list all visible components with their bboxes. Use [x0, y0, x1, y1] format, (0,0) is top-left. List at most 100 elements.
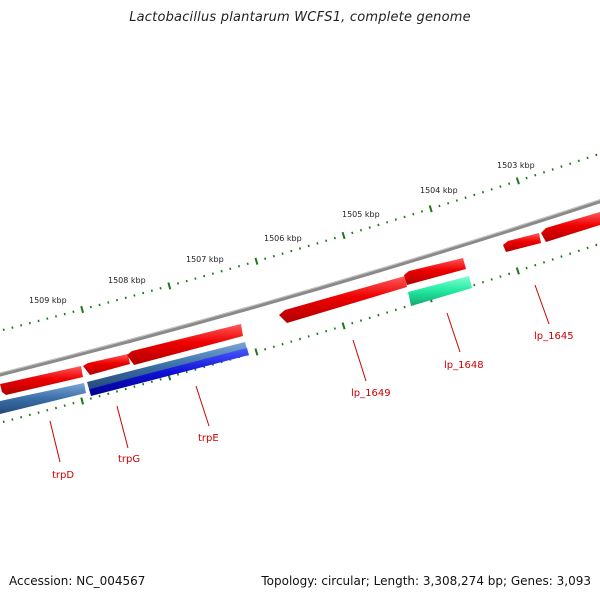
- scale-tick: [420, 210, 424, 213]
- scale-tick: [394, 308, 397, 312]
- gene-label-trpG: trpG: [118, 454, 140, 465]
- genome-backbone-highlight: [0, 199, 600, 374]
- gene-trpG-arrow[interactable]: [83, 354, 130, 375]
- scale-tick: [534, 263, 537, 267]
- gene-lp_1649-arrow[interactable]: [279, 276, 407, 323]
- scale-tick: [515, 177, 520, 185]
- scale-tick: [115, 390, 119, 393]
- gene-red-arrow-1646[interactable]: [503, 233, 541, 252]
- scale-tick: [403, 215, 406, 219]
- scale-label: 1505 kbp: [342, 210, 380, 219]
- scale-tick: [20, 415, 23, 419]
- scale-tick: [394, 218, 397, 221]
- scale-tick: [203, 274, 206, 278]
- scale-tick: [167, 282, 172, 290]
- scale-tick: [133, 294, 136, 297]
- genome-summary-text: Topology: circular; Length: 3,308,274 bp…: [261, 574, 591, 588]
- scale-tick: [307, 335, 310, 338]
- scale-tick: [577, 249, 580, 253]
- scale-tick: [54, 315, 58, 318]
- scale-tick: [54, 406, 58, 410]
- genome-backbone: [0, 199, 600, 377]
- scale-tick: [481, 190, 485, 194]
- scale-tick: [281, 342, 284, 346]
- scale-tick: [2, 420, 5, 424]
- gene-label-lp_1648: lp_1648: [444, 360, 484, 371]
- scale-tick: [142, 382, 145, 386]
- scale-tick: [577, 159, 580, 163]
- scale-tick: [246, 262, 249, 266]
- gene-red-arrow-1650[interactable]: [404, 258, 466, 285]
- scale-tick: [341, 231, 346, 240]
- scale-tick: [542, 171, 546, 174]
- scale-tick: [2, 328, 5, 332]
- scale-tick: [455, 199, 458, 202]
- scale-tick: [80, 397, 85, 405]
- inner-scale-ticks: [2, 243, 598, 424]
- scale-tick: [254, 348, 259, 356]
- scale-tick: [298, 247, 302, 250]
- scale-tick: [447, 201, 450, 205]
- scale-tick: [569, 162, 572, 165]
- scale-tick: [560, 165, 563, 168]
- gene-trpG-blue-bar[interactable]: [89, 348, 249, 396]
- scale-tick: [325, 329, 328, 333]
- scale-tick: [37, 319, 40, 323]
- scale-label: 1508 kbp: [108, 276, 146, 285]
- scale-tick: [325, 239, 328, 243]
- scale-tick: [89, 397, 92, 400]
- scale-tick: [473, 193, 476, 197]
- scale-tick: [80, 305, 85, 314]
- scale-tick: [298, 337, 302, 341]
- scale-tick: [508, 182, 511, 186]
- scale-tick: [107, 301, 110, 304]
- scale-tick: [490, 278, 493, 281]
- scale-tick: [150, 289, 153, 292]
- scale-tick: [46, 409, 49, 412]
- gene-trpD-reverse-bar[interactable]: [0, 383, 86, 414]
- scale-tick: [368, 226, 371, 229]
- gene-label-trpE: trpE: [198, 433, 219, 444]
- gene-leader-lines: [49, 284, 550, 463]
- scale-tick: [351, 321, 354, 325]
- scale-tick: [333, 327, 336, 330]
- gene-trpE-arrow[interactable]: [127, 324, 243, 365]
- scale-tick: [237, 264, 241, 268]
- scale-tick: [185, 370, 188, 374]
- scale-tick: [254, 257, 259, 265]
- scale-tick: [595, 153, 598, 157]
- scale-tick: [220, 269, 223, 273]
- scale-tick: [63, 312, 66, 316]
- scale-tick: [473, 283, 476, 287]
- scale-tick: [290, 249, 293, 253]
- gene-trpD-arrow[interactable]: [0, 366, 83, 395]
- gene-lp_1645-arrow[interactable]: [541, 212, 600, 242]
- scale-tick: [28, 321, 31, 325]
- scale-tick: [46, 317, 49, 320]
- scale-tick: [185, 279, 188, 283]
- scale-tick: [281, 252, 284, 255]
- scale-tick: [264, 348, 267, 351]
- scale-tick: [11, 326, 14, 329]
- gene-label-lp_1649: lp_1649: [351, 388, 391, 399]
- scale-tick: [515, 267, 520, 275]
- scale-tick: [368, 316, 371, 320]
- scale-tick: [341, 322, 346, 330]
- scale-tick: [89, 305, 92, 309]
- gene-lp_1648-arrow[interactable]: [408, 276, 472, 306]
- scale-tick: [595, 243, 598, 247]
- scale-tick: [351, 231, 354, 235]
- scale-tick: [63, 404, 66, 407]
- scale-label: 1506 kbp: [264, 234, 302, 243]
- scale-tick: [194, 277, 197, 280]
- scale-tick: [569, 252, 572, 255]
- scale-tick: [176, 282, 180, 285]
- scale-tick: [490, 188, 493, 191]
- scale-tick: [316, 332, 319, 336]
- scale-tick: [377, 313, 380, 317]
- scale-tick: [124, 387, 127, 391]
- scale-tick: [150, 380, 153, 384]
- gene-trpG-steel-bar[interactable]: [87, 342, 247, 389]
- scale-tick: [359, 319, 363, 322]
- scale-labels: 1503 kbp 1504 kbp 1505 kbp 1506 kbp 1507 kbp…: [29, 161, 535, 305]
